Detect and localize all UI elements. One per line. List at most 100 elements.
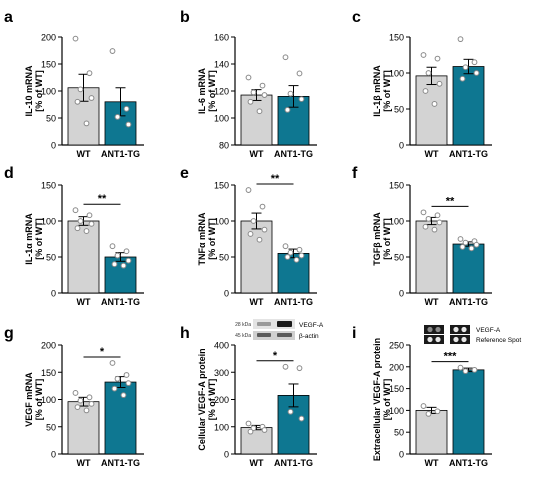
y-tick-label: 0 (51, 141, 56, 151)
data-point (259, 203, 266, 210)
data-point (83, 407, 90, 414)
panel-letter: f (352, 165, 358, 182)
significance-label: *** (444, 351, 458, 363)
data-point (88, 220, 95, 227)
bar-wt (240, 94, 273, 146)
y-tick-label: 120 (214, 87, 229, 97)
array-box (424, 335, 444, 344)
data-point (296, 246, 303, 253)
data-point (74, 98, 81, 105)
x-tick-label: WT (425, 458, 439, 468)
data-point (434, 408, 441, 415)
data-point (282, 363, 289, 370)
data-point (296, 70, 303, 77)
data-point (422, 88, 429, 94)
x-tick-label: ANT1-TG (274, 149, 313, 159)
array-spot (435, 326, 441, 333)
y-tick-label: 100 (41, 87, 56, 97)
y-tick-label: 150 (389, 33, 404, 43)
data-point (88, 400, 95, 407)
y-tick-label: 50 (46, 253, 56, 263)
panel-letter: c (352, 9, 361, 26)
data-point (425, 215, 432, 222)
data-point (420, 403, 427, 409)
data-point (125, 380, 132, 387)
bar-ant1-tg (452, 243, 485, 294)
y-tick-label: 0 (51, 289, 56, 299)
data-point (282, 54, 289, 61)
array-spot (453, 336, 459, 343)
data-point (125, 121, 132, 128)
data-point (261, 427, 268, 433)
y-tick-label: 100 (389, 217, 404, 227)
y-tick-label: 50 (219, 253, 229, 263)
data-point (86, 70, 93, 77)
y-tick-label: 50 (394, 253, 404, 263)
x-tick-label: ANT1-TG (449, 149, 488, 159)
data-point (459, 244, 466, 250)
y-tick-label: 200 (214, 395, 229, 405)
blot-band-actin-wt (257, 333, 271, 337)
data-point (462, 64, 469, 71)
data-point (259, 82, 266, 89)
data-point (425, 70, 432, 76)
data-point (245, 187, 252, 193)
data-point (457, 36, 464, 43)
y-tick-label: 0 (399, 450, 404, 460)
data-point (111, 385, 118, 392)
y-axis-title: TNFα mRNA (197, 212, 207, 266)
data-point (86, 212, 93, 219)
data-point (422, 223, 429, 230)
data-point (287, 90, 294, 97)
data-point (123, 372, 130, 378)
data-point (123, 248, 130, 255)
bar-ant1-tg (452, 369, 485, 455)
data-point (109, 360, 116, 366)
array-spot (435, 336, 441, 343)
x-tick-label: ANT1-TG (449, 297, 488, 307)
data-point (83, 228, 90, 234)
y-tick-label: 0 (224, 289, 229, 299)
y-tick-label: 100 (214, 422, 229, 432)
data-point (77, 86, 84, 93)
data-point (468, 245, 475, 252)
y-tick-label: 150 (41, 181, 56, 191)
significance-label: * (100, 346, 105, 358)
data-point (436, 80, 443, 87)
y-tick-label: 160 (214, 33, 229, 43)
y-tick-label: 150 (41, 368, 56, 378)
y-axis-title: Extracellular VEGF-A protein (372, 338, 382, 461)
data-point (111, 261, 118, 268)
bar-wt (67, 220, 100, 294)
data-point (72, 35, 79, 42)
y-tick-label: 50 (394, 105, 404, 115)
y-tick-label: 100 (389, 69, 404, 79)
y-axis-unit: [% of WT] (207, 218, 217, 259)
bar-ant1-tg (452, 66, 485, 146)
data-point (287, 249, 294, 256)
panel-letter: e (180, 165, 189, 182)
array-box (450, 325, 470, 334)
data-point (473, 241, 480, 248)
data-point (457, 364, 464, 371)
y-axis-unit: [% of WT] (382, 218, 392, 259)
y-tick-label: 150 (389, 181, 404, 191)
y-axis-title: VEGF mRNA (24, 372, 34, 427)
x-tick-label: WT (425, 297, 439, 307)
data-point (245, 74, 252, 81)
panel-d: d 0 50 100 150 IL-1α mRNA [% of WT] WT ANT1-TG ** (4, 165, 144, 307)
blot-band-actin-tg (277, 333, 292, 337)
panel-i: i 0 50 100 150 200 250 Extracellular VEGF-A pro… (352, 325, 521, 468)
panel-e: e 0 50 100 150 TNFα mRNA [% of WT] WT ANT1-TG ** (180, 165, 317, 307)
blot-label-actin: β-actin (299, 333, 319, 340)
data-point (425, 410, 432, 417)
data-point (431, 226, 438, 233)
bar-wt (415, 409, 448, 455)
y-tick-label: 250 (389, 341, 404, 351)
data-point (436, 219, 443, 226)
y-tick-label: 200 (389, 362, 404, 372)
y-tick-label: 50 (46, 422, 56, 432)
blot-strip-actin (253, 331, 295, 340)
y-tick-label: 0 (399, 289, 404, 299)
